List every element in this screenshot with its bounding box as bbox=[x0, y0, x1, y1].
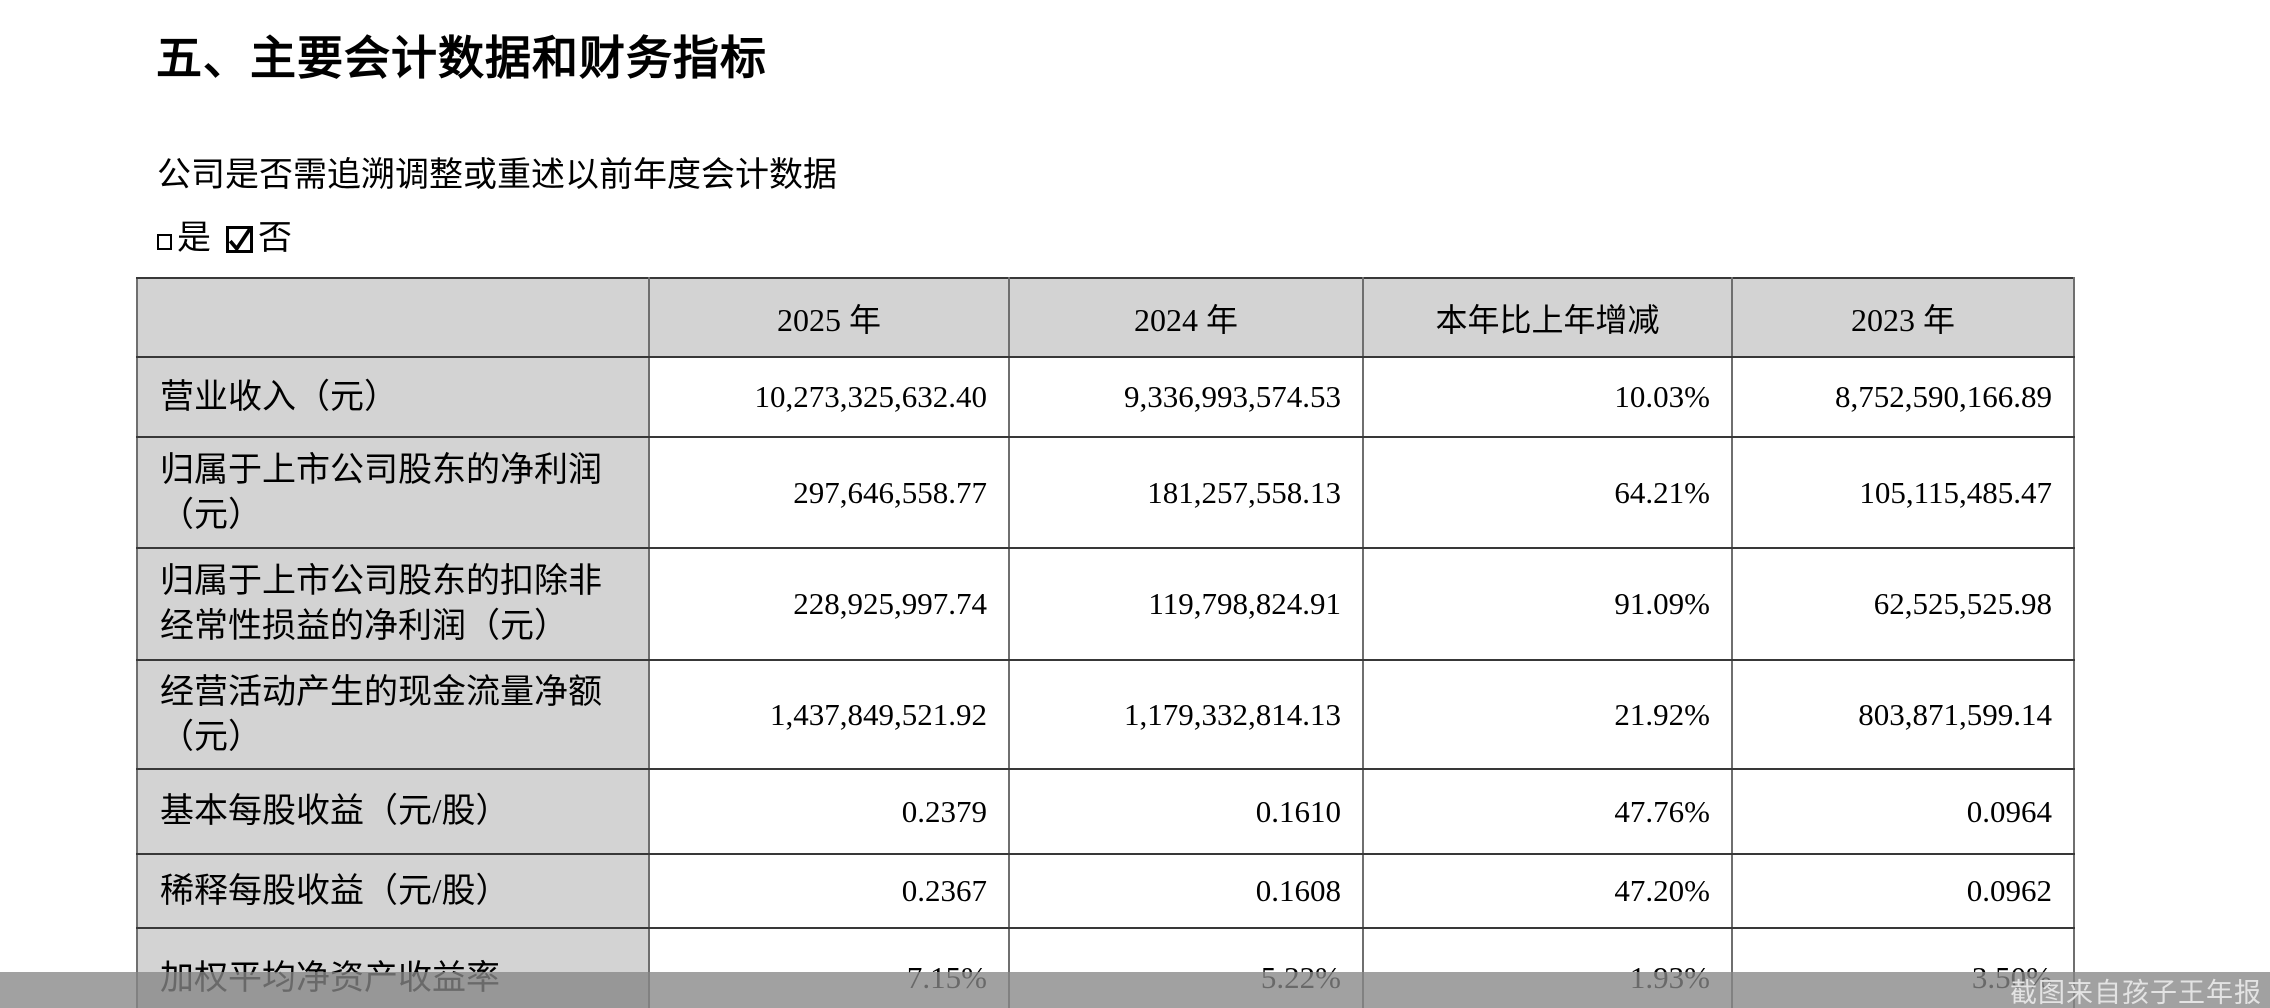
row-label: 归属于上市公司股东的扣除非经常性损益的净利润（元） bbox=[136, 547, 650, 661]
value-2023: 62,525,525.98 bbox=[1731, 547, 2075, 661]
option-yes-label: 是 bbox=[177, 220, 211, 257]
value-2023: 0.0964 bbox=[1731, 768, 2075, 855]
value-2023: 0.0962 bbox=[1731, 853, 2075, 929]
value-2024: 0.1608 bbox=[1008, 853, 1364, 929]
row-label: 营业收入（元） bbox=[136, 356, 650, 438]
header-blank bbox=[136, 277, 650, 358]
value-2024: 1,179,332,814.13 bbox=[1008, 659, 1364, 770]
restatement-options: 是否 bbox=[157, 210, 292, 259]
value-yoy: 10.03% bbox=[1362, 356, 1733, 438]
value-2025: 297,646,558.77 bbox=[648, 436, 1010, 549]
value-2025: 228,925,997.74 bbox=[648, 547, 1010, 661]
value-yoy: 47.20% bbox=[1362, 853, 1733, 929]
row-label: 经营活动产生的现金流量净额（元） bbox=[136, 659, 650, 770]
table-row: 经营活动产生的现金流量净额（元） 1,437,849,521.92 1,179,… bbox=[136, 659, 2075, 770]
value-yoy: 47.76% bbox=[1362, 768, 1733, 855]
value-2025: 0.2367 bbox=[648, 853, 1010, 929]
value-yoy: 64.21% bbox=[1362, 436, 1733, 549]
value-2025: 10,273,325,632.40 bbox=[648, 356, 1010, 438]
value-2024: 9,336,993,574.53 bbox=[1008, 356, 1364, 438]
value-2024: 181,257,558.13 bbox=[1008, 436, 1364, 549]
watermark-band: 截图来自孩子王年报 bbox=[0, 972, 2270, 1008]
value-2025: 0.2379 bbox=[648, 768, 1010, 855]
checkbox-no-checked-icon[interactable] bbox=[226, 226, 253, 253]
option-no-label: 否 bbox=[258, 220, 292, 257]
value-2025: 1,437,849,521.92 bbox=[648, 659, 1010, 770]
check-icon bbox=[228, 228, 252, 252]
value-2024: 0.1610 bbox=[1008, 768, 1364, 855]
section-title: 五、主要会计数据和财务指标 bbox=[156, 33, 767, 84]
value-2023: 105,115,485.47 bbox=[1731, 436, 2075, 549]
checkbox-yes-icon[interactable] bbox=[157, 234, 172, 250]
table-row: 营业收入（元） 10,273,325,632.40 9,336,993,574.… bbox=[136, 356, 2075, 438]
key-financials-table: 2025 年 2024 年 本年比上年增减 2023 年 营业收入（元） 10,… bbox=[136, 277, 2075, 1008]
value-2024: 119,798,824.91 bbox=[1008, 547, 1364, 661]
table-header-row: 2025 年 2024 年 本年比上年增减 2023 年 bbox=[136, 277, 2075, 358]
row-label: 加权平均净资产收益率 bbox=[136, 927, 650, 1008]
header-2025: 2025 年 bbox=[648, 277, 1010, 358]
table-row: 基本每股收益（元/股） 0.2379 0.1610 47.76% 0.0964 bbox=[136, 768, 2075, 855]
table-row: 归属于上市公司股东的净利润（元） 297,646,558.77 181,257,… bbox=[136, 436, 2075, 549]
value-yoy: 91.09% bbox=[1362, 547, 1733, 661]
header-2024: 2024 年 bbox=[1008, 277, 1364, 358]
restatement-question: 公司是否需追溯调整或重述以前年度会计数据 bbox=[157, 157, 837, 194]
header-yoy-change: 本年比上年增减 bbox=[1362, 277, 1733, 358]
table-row: 稀释每股收益（元/股） 0.2367 0.1608 47.20% 0.0962 bbox=[136, 853, 2075, 929]
value-2023: 803,871,599.14 bbox=[1731, 659, 2075, 770]
row-label: 归属于上市公司股东的净利润（元） bbox=[136, 436, 650, 549]
value-yoy: 21.92% bbox=[1362, 659, 1733, 770]
row-label: 基本每股收益（元/股） bbox=[136, 768, 650, 855]
table-row: 归属于上市公司股东的扣除非经常性损益的净利润（元） 228,925,997.74… bbox=[136, 547, 2075, 661]
header-2023: 2023 年 bbox=[1731, 277, 2075, 358]
row-label: 稀释每股收益（元/股） bbox=[136, 853, 650, 929]
value-2023: 8,752,590,166.89 bbox=[1731, 356, 2075, 438]
watermark-text: 截图来自孩子王年报 bbox=[2010, 977, 2262, 1008]
